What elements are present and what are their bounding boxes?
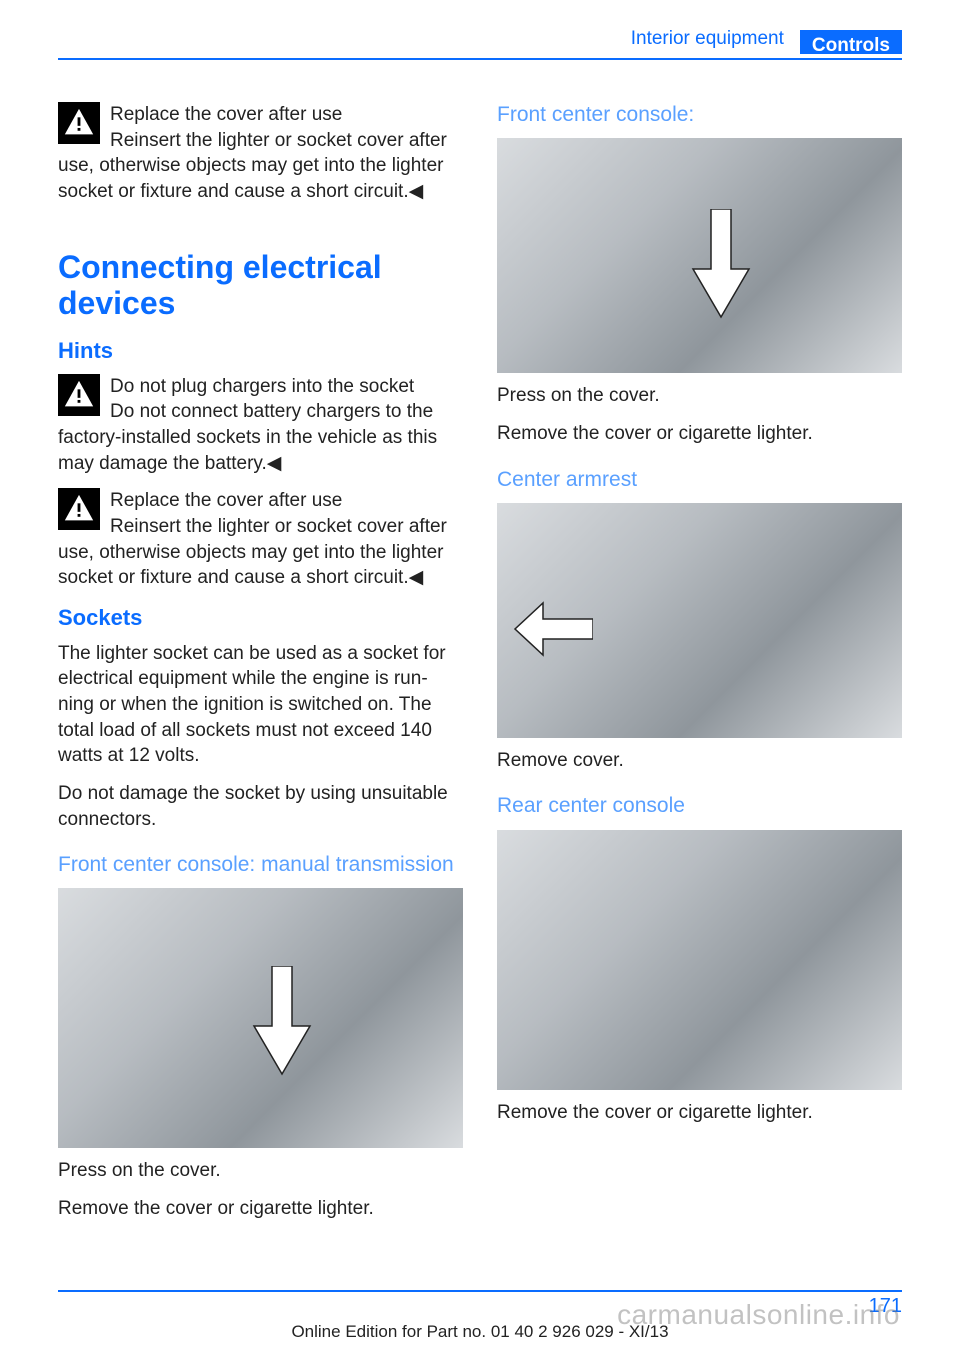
note-title: Do not plug chargers into the socket — [58, 374, 463, 400]
hints-heading: Hints — [58, 336, 463, 366]
fcc-manual-heading: Front center console: manual transmissio… — [58, 852, 463, 878]
footer-text: Online Edition for Part no. 01 40 2 926 … — [0, 1321, 960, 1344]
figure-front-console — [497, 138, 902, 373]
figure-front-console-manual — [58, 888, 463, 1148]
section-heading: Connecting electrical devices — [58, 249, 463, 323]
warning-icon — [58, 374, 100, 416]
page-header: Interior equipment Controls — [58, 30, 902, 60]
arrow-left-icon — [513, 601, 593, 657]
arrow-down-icon — [691, 209, 751, 319]
footer-rule — [58, 1290, 902, 1292]
body-text: The lighter socket can be used as a sock… — [58, 641, 463, 769]
sockets-heading: Sockets — [58, 603, 463, 633]
body-text: Remove the cover or cigarette lighter. — [497, 1100, 902, 1126]
note-title: Replace the cover after use — [58, 488, 463, 514]
warning-icon — [58, 488, 100, 530]
body-text: Press on the cover. — [58, 1158, 463, 1184]
body-text: Remove cover. — [497, 748, 902, 774]
armrest-heading: Center armrest — [497, 467, 902, 493]
note-title: Replace the cover after use — [58, 102, 463, 128]
right-column: Front center console: Press on the cover… — [497, 102, 902, 1234]
figure-center-armrest — [497, 503, 902, 738]
figure-rear-console — [497, 830, 902, 1090]
note-body: Do not connect battery chargers to the f… — [58, 401, 437, 473]
warning-note: Do not plug chargers into the socket Do … — [58, 374, 463, 477]
note-body: Reinsert the lighter or socket cover aft… — [58, 130, 447, 202]
arrow-down-icon — [252, 966, 312, 1076]
header-chapter: Controls — [800, 30, 902, 54]
left-column: Replace the cover after use Reinsert the… — [58, 102, 463, 1234]
warning-note: Replace the cover after use Reinsert the… — [58, 488, 463, 591]
page-number: 171 — [869, 1293, 902, 1320]
rcc-heading: Rear center console — [497, 793, 902, 819]
header-section: Interior equipment — [631, 26, 790, 54]
warning-icon — [58, 102, 100, 144]
warning-note: Replace the cover after use Reinsert the… — [58, 102, 463, 205]
body-text: Remove the cover or cigarette lighter. — [497, 421, 902, 447]
note-body: Reinsert the lighter or socket cover aft… — [58, 516, 447, 588]
fcc-heading: Front center console: — [497, 102, 902, 128]
body-text: Remove the cover or cigarette lighter. — [58, 1196, 463, 1222]
body-text: Do not damage the socket by using unsuit… — [58, 781, 463, 832]
body-text: Press on the cover. — [497, 383, 902, 409]
